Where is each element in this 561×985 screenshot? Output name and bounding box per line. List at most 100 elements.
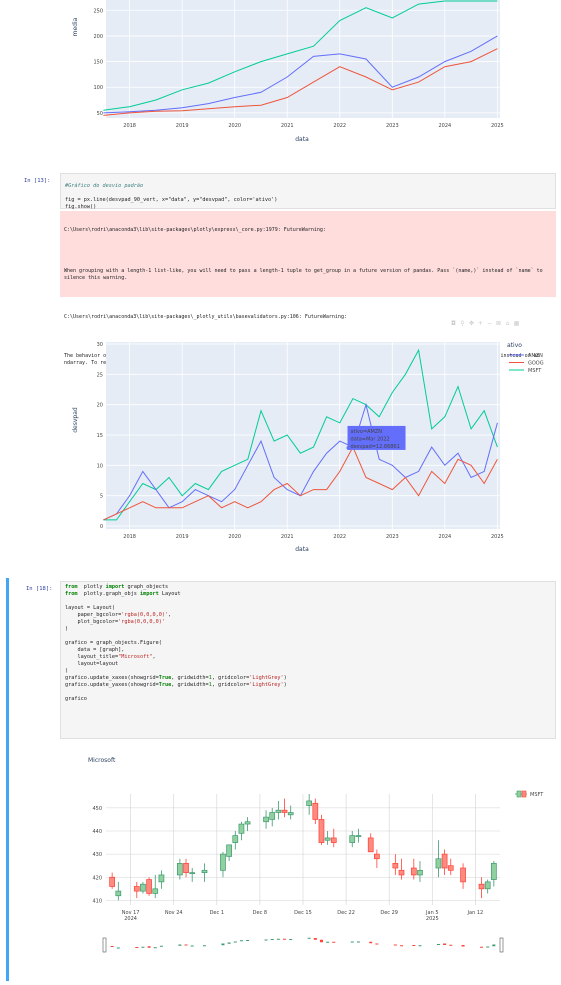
code-token: 'LightGrey' [249,675,284,681]
cell13-code-editor[interactable]: #Gráfico do desvio padrão fig = px.line(… [60,173,556,210]
x-tick-label: Dec 22 [337,910,355,916]
code-line: from plotly.graph_objs import Layout [65,591,551,598]
candle-body [417,869,423,876]
code-token: paper_bgcolor= [65,612,122,618]
candle-body [226,844,232,857]
code-token: layout = Layout( [65,605,115,611]
code-line: ) [65,626,551,633]
code-token: 'rgba(0,0,0,0)' [121,612,169,618]
rangeslider-left-handle [102,937,107,953]
series-line [103,35,498,114]
y-tick-label: 430 [92,852,102,858]
code-line: from plotly import graph_objects [65,584,551,591]
x-axis-label: data [295,136,309,143]
code-token: ) [65,626,69,632]
candle-body [232,835,239,843]
series-line [103,0,498,111]
cell13-prompt: In [13]: [24,178,51,184]
cell18-prompt: In [18]: [26,586,53,592]
rangeslider-candle [116,947,120,949]
x-tick-label: 2020 [228,123,241,129]
code-token: import [139,591,159,597]
y-axis-label: desvpad [72,407,79,433]
y-tick-label: 30 [97,342,103,348]
rangeslider-candle [184,944,188,946]
series-line-goog [103,445,498,521]
zoom-in-icon[interactable]: + [477,320,484,327]
candle-body [318,819,325,843]
chart-candlestick: Microsoft 410 420 430 440 450 Nov 17 2024 Nov 24… [60,744,561,981]
x-tick-label: Nov 17 [122,910,140,916]
rangeslider-candle [375,943,379,945]
plot-area [106,342,500,529]
series-line-msft [103,348,498,521]
x-tick-label: 2024 [438,534,451,540]
candle-body [275,809,282,813]
code-line: layout = Layout( [65,605,551,612]
rangeslider-candle [486,946,490,948]
candle-body [115,890,122,897]
zoom-icon[interactable]: ⚲ [460,320,465,327]
x-tick-label: Jan 12 [467,910,484,916]
candle-body [460,867,466,883]
rangeslider-candle [319,939,323,943]
rangeslider-candle [356,941,360,943]
camera-icon[interactable]: ◘ [451,320,456,327]
pan-icon[interactable]: ✥ [468,320,475,327]
candle-body [447,865,454,871]
code-line: layout_title="Microsoft", [65,654,551,661]
candle-body [281,809,288,813]
x-tick-label: 2020 [228,534,241,540]
cell18-code-editor[interactable]: from plotly import graph_objects from plo… [60,581,556,739]
y-tick-label: 420 [92,875,102,881]
tooltip-line: data=Mar 2022 [351,436,390,442]
code-token: , gridcolor= [211,675,250,681]
code-line: grafico.update_xaxes(showgrid=True, grid… [65,675,551,682]
candle-body [244,821,251,825]
x-tick-label: 2025 [426,916,439,922]
candle-body [441,853,448,869]
reset-axes-icon[interactable]: ⌂ [505,320,510,327]
code-token: 'rgba(0,0,0,0)' [118,619,165,625]
rangeslider-candle [436,944,440,945]
warning-line: C:\Users\rodri\anaconda3\lib\site-packag… [64,227,326,233]
candle-body [478,883,485,890]
plotly-logo-icon[interactable]: ▦ [513,320,520,327]
code-token: 1 [208,682,212,688]
autoscale-icon[interactable]: ⊠ [495,320,502,327]
tooltip-line: ativo=AMZN [351,429,383,435]
rangeslider-candle [221,943,225,946]
code-token: 1 [208,675,212,681]
y-tick-label: 200 [93,34,103,40]
code-comment: #Gráfico do desvio padrão [65,183,144,189]
legend-label: GOOG [528,361,544,367]
rangeslider-candle [135,947,139,948]
candle-body [146,879,152,894]
code-line: data = [graph], [65,647,551,654]
rangeslider-candle [233,941,237,943]
rangeslider-candle [159,945,163,947]
candle-body [355,835,362,837]
tooltip-line: desvpad=12.86861 [351,444,400,450]
code-line: plot_bgcolor='rgba(0,0,0,0)' [65,619,551,626]
rangeslider-candle [443,943,447,945]
code-token [65,633,68,639]
rangeslider-candle [227,942,231,944]
code-token: ) [65,668,69,674]
rangeslider-candle [276,938,280,940]
candle-body [269,812,276,820]
candle-body [435,858,442,869]
zoom-out-icon[interactable]: − [486,320,493,327]
x-tick-label: 2022 [333,123,346,129]
plotly-modebar: ◘ ⚲ ✥ + − ⊠ ⌂ ▦ [448,310,520,329]
code-token: plot_bgcolor= [65,619,119,625]
code-line: grafico [65,696,551,703]
code-token: graph_objects [124,584,169,590]
y-tick-label: 440 [92,829,102,835]
code-token: 'LightGrey' [249,682,284,688]
code-token [65,689,68,695]
code-token: layout=layout [65,661,119,667]
x-tick-label: Dec 29 [380,910,398,916]
